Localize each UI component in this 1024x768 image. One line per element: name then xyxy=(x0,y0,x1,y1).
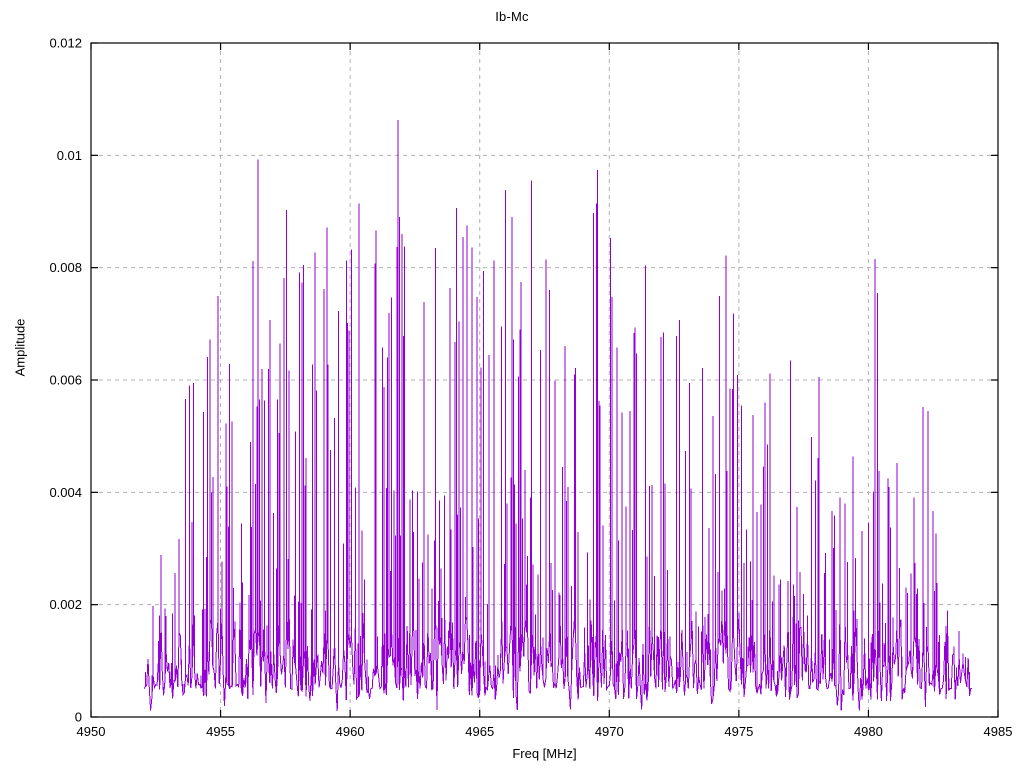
svg-text:4965: 4965 xyxy=(465,724,494,739)
data-series-trace xyxy=(143,119,973,711)
svg-text:0: 0 xyxy=(75,710,82,725)
svg-text:4970: 4970 xyxy=(595,724,624,739)
tick-labels: 0 0.002 0.004 0.006 0.008 0.01 0.012 4950 4955 49… xyxy=(49,36,1012,740)
svg-text:0.008: 0.008 xyxy=(49,260,82,275)
svg-text:4975: 4975 xyxy=(724,724,753,739)
svg-text:0.002: 0.002 xyxy=(49,597,82,612)
svg-text:0.004: 0.004 xyxy=(49,485,82,500)
svg-text:0.012: 0.012 xyxy=(49,36,82,51)
grid-lines xyxy=(91,43,998,717)
svg-text:4980: 4980 xyxy=(854,724,883,739)
svg-text:4955: 4955 xyxy=(206,724,235,739)
svg-text:4960: 4960 xyxy=(336,724,365,739)
svg-text:0.006: 0.006 xyxy=(49,373,82,388)
svg-text:0.01: 0.01 xyxy=(57,148,82,163)
x-axis-label: Freq [MHz] xyxy=(512,746,577,761)
svg-text:4950: 4950 xyxy=(77,724,106,739)
svg-text:4985: 4985 xyxy=(984,724,1013,739)
plot-border xyxy=(90,42,999,718)
chart-title: Ib-Mc xyxy=(495,9,529,24)
